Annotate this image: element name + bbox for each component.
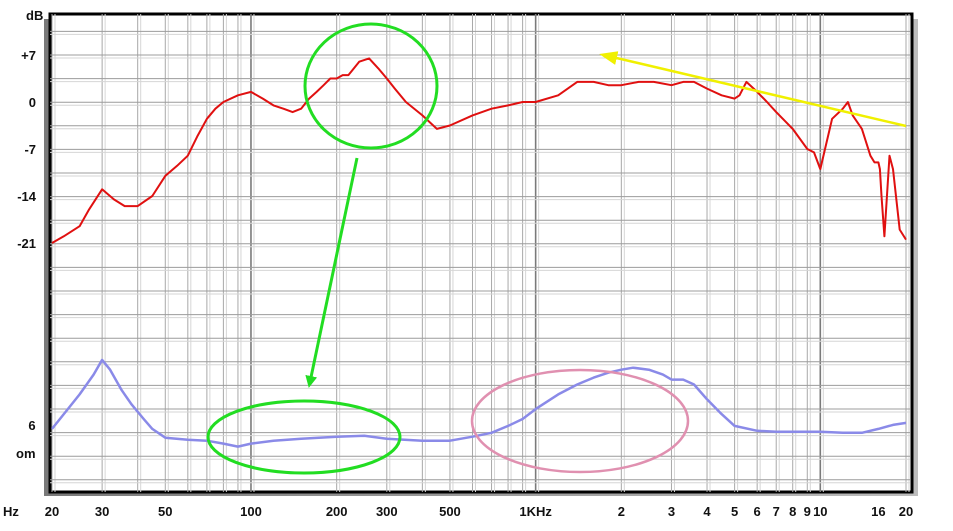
y-axis: +7 0 -7 -14 -21 6 — [17, 48, 37, 433]
green-arrow — [305, 157, 359, 388]
impedance-line — [51, 358, 907, 448]
y-tick-label: 0 — [29, 95, 36, 110]
plot-area — [48, 12, 914, 494]
frequency-response-line — [51, 57, 907, 244]
x-axis: 20 30 50 100 200 300 500 1KHz 2 3 4 5 6 7 8 9 10 16 20 — [45, 504, 913, 519]
x-tick-label: 16 — [871, 504, 885, 519]
x-tick-label: 20 — [45, 504, 59, 519]
x-tick-label: 50 — [158, 504, 172, 519]
x-tick-label: 3 — [668, 504, 675, 519]
x-tick-label: 6 — [754, 504, 761, 519]
yellow-arrow — [599, 51, 907, 128]
x-tick-label: 30 — [95, 504, 109, 519]
x-tick-label: 500 — [439, 504, 461, 519]
y-tick-label: -7 — [24, 142, 36, 157]
grid — [50, 14, 910, 492]
y-tick-label: -21 — [17, 236, 36, 251]
x-tick-label: 300 — [376, 504, 398, 519]
impedance-tick-label: 6 — [28, 418, 35, 433]
x-tick-label: 20 — [899, 504, 913, 519]
x-tick-label: 4 — [703, 504, 711, 519]
x-tick-label: 100 — [240, 504, 262, 519]
x-unit-label: Hz — [3, 504, 19, 519]
pink-ellipse-impedance-peak — [470, 368, 690, 474]
impedance-unit-label: om — [16, 446, 36, 461]
x-tick-label: 9 — [804, 504, 811, 519]
green-ellipse-impedance — [206, 399, 402, 475]
y-tick-label: -14 — [17, 189, 37, 204]
x-tick-label: 10 — [813, 504, 827, 519]
annotations — [206, 22, 907, 475]
y-tick-label: +7 — [21, 48, 36, 63]
x-tick-label: 5 — [731, 504, 738, 519]
green-circle-midrange — [303, 22, 439, 150]
x-tick-label: 200 — [326, 504, 348, 519]
x-tick-label: 1KHz — [519, 504, 552, 519]
y-unit-label: dB — [26, 8, 43, 23]
x-tick-label: 8 — [789, 504, 796, 519]
x-tick-label: 7 — [773, 504, 780, 519]
x-tick-label: 2 — [618, 504, 625, 519]
